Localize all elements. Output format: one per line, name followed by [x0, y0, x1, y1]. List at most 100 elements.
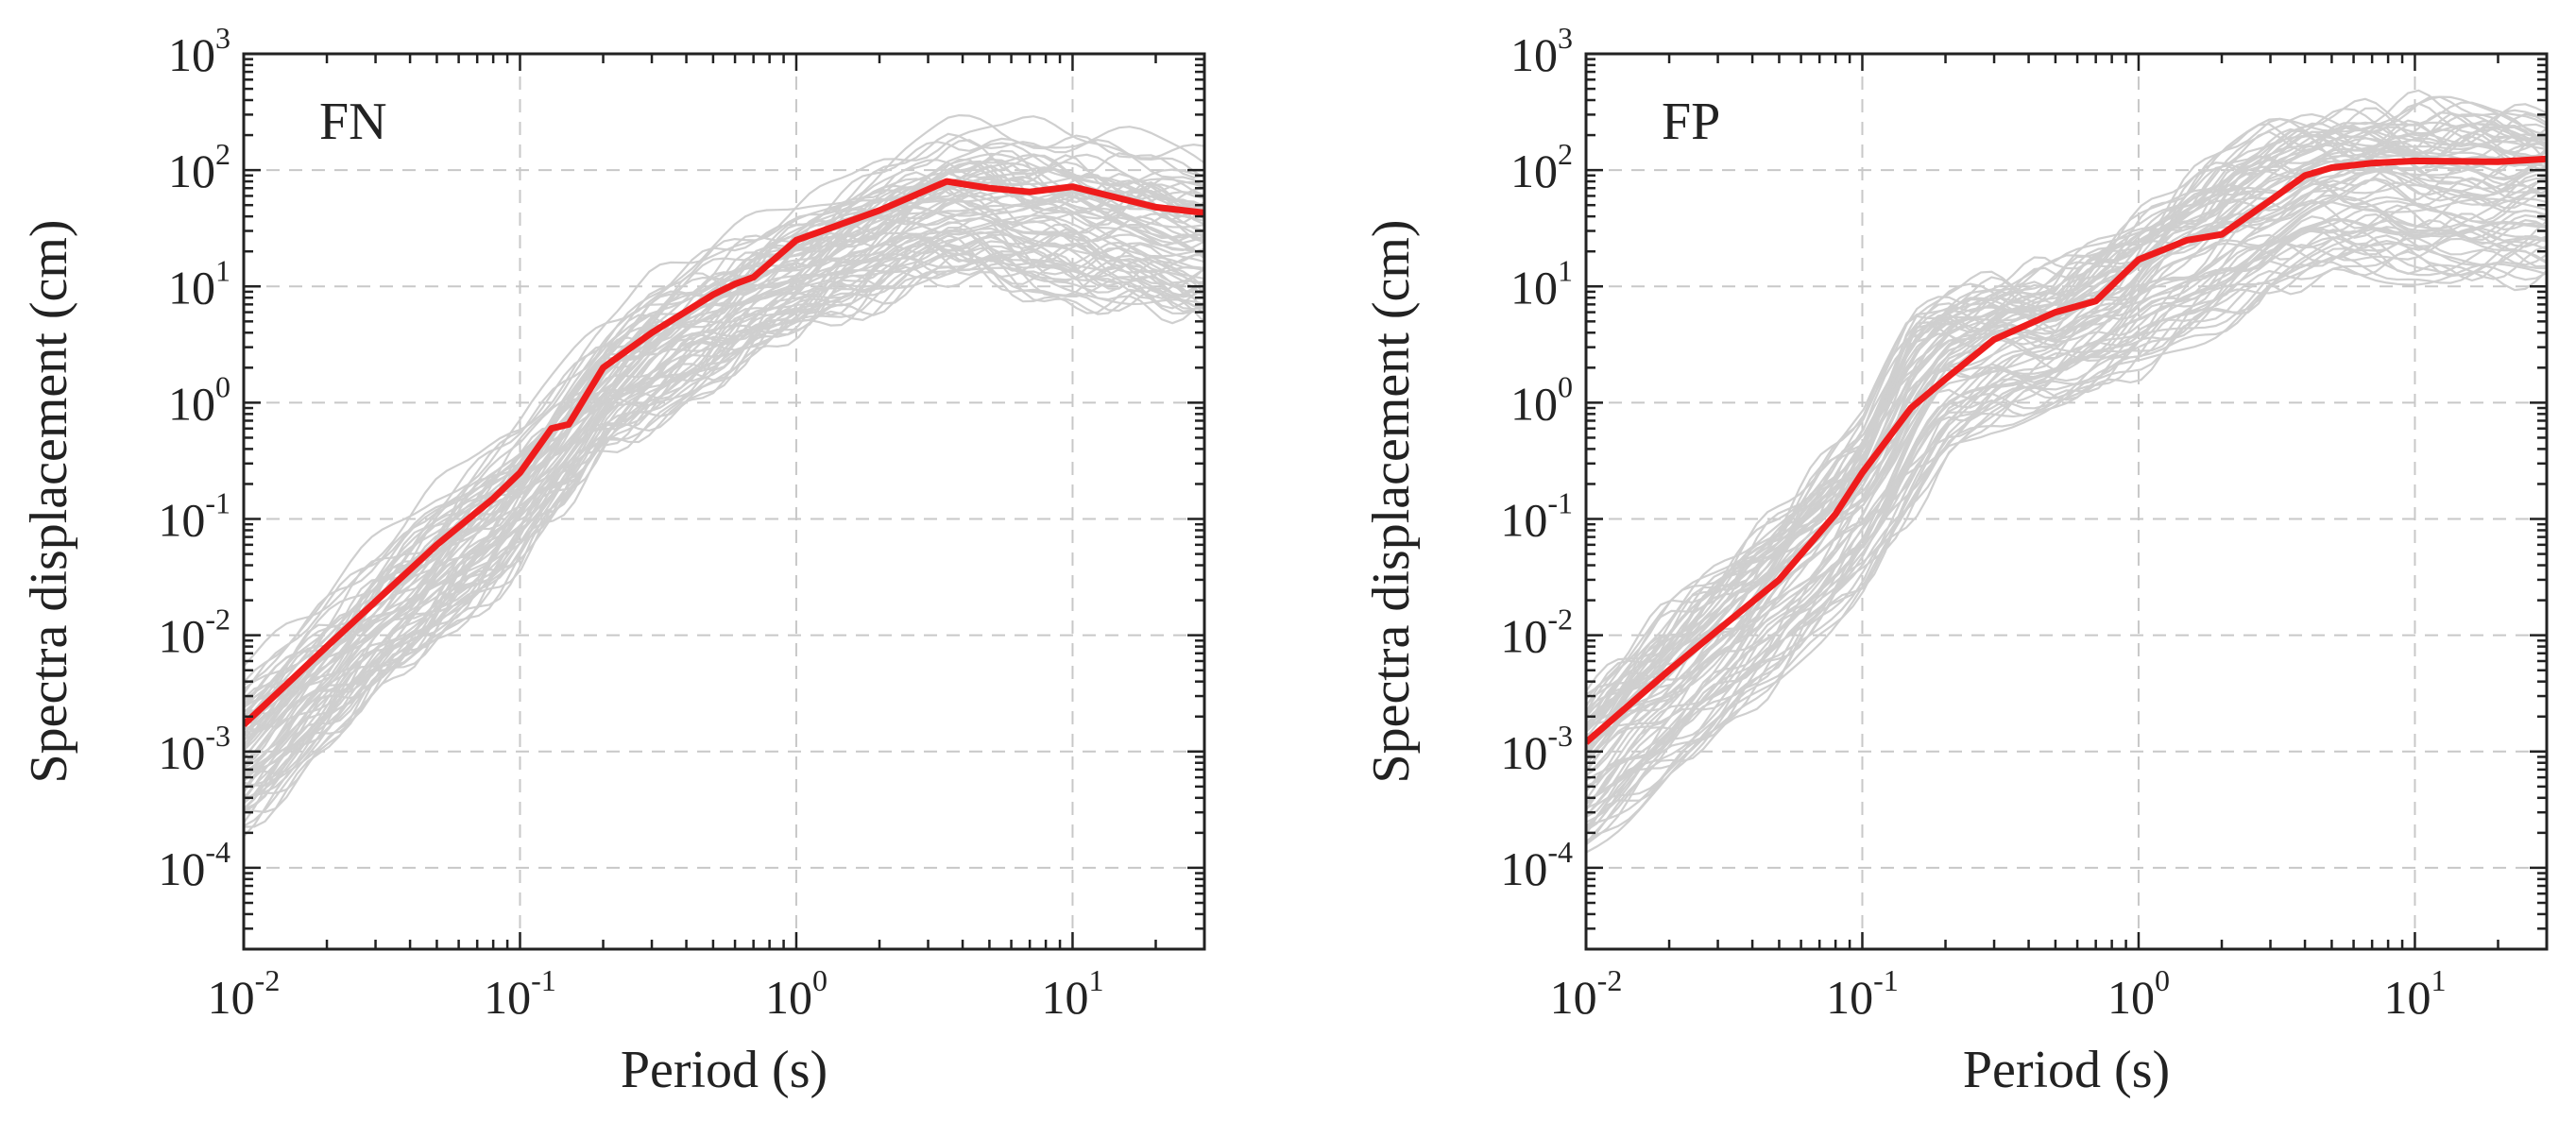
record-curve	[1586, 202, 2547, 811]
mean-curve	[244, 178, 1204, 727]
y-tick-base: 10	[158, 842, 205, 895]
chart-panel-fn: 10-2 10-1 100 10110-410-310-210-11001011021…	[20, 21, 1206, 1099]
record-curve	[244, 242, 1204, 791]
y-tick-exponent: 0	[215, 369, 230, 403]
y-tick-base: 10	[158, 726, 205, 779]
y-tick-exponent: 1	[1558, 253, 1573, 287]
x-tick-base: 10	[765, 971, 812, 1024]
x-tick-exponent: -2	[255, 963, 281, 997]
record-curve	[1586, 260, 2547, 854]
record-curve	[1586, 255, 2547, 842]
record-curve	[1586, 122, 2547, 736]
mean-curve	[1586, 155, 2547, 745]
panel-label: FN	[319, 93, 387, 151]
record-curve	[1586, 111, 2547, 728]
record-curve	[1586, 250, 2547, 846]
y-tick-exponent: -4	[1547, 835, 1573, 869]
record-curve	[244, 164, 1204, 728]
record-curve	[1586, 168, 2547, 757]
x-axis-title: Period (s)	[1963, 1041, 2170, 1099]
y-tick-label: 10-2	[158, 603, 230, 663]
record-curve	[244, 200, 1204, 746]
y-tick-exponent: -1	[1547, 486, 1573, 520]
y-tick-base: 10	[1510, 28, 1558, 81]
record-curve	[244, 139, 1204, 717]
record-curve	[244, 247, 1204, 802]
record-curve	[244, 262, 1204, 828]
record-curve	[1586, 112, 2547, 752]
y-axis-title: Spectra displacement (cm)	[20, 219, 78, 783]
y-tick-label: 102	[168, 137, 230, 197]
y-tick-base: 10	[1500, 842, 1547, 895]
y-tick-exponent: 2	[1558, 137, 1573, 171]
record-curve	[1586, 128, 2547, 718]
x-tick-label: 101	[2383, 963, 2446, 1024]
y-tick-exponent: -2	[205, 603, 230, 637]
y-tick-base: 10	[168, 261, 215, 314]
record-curve	[244, 252, 1204, 802]
record-curve	[244, 115, 1204, 668]
y-tick-label: 10-1	[158, 486, 230, 547]
record-curve	[244, 153, 1204, 705]
record-curve	[244, 236, 1204, 793]
x-tick-base: 10	[1826, 971, 1873, 1024]
x-tick-label: 10-1	[1826, 963, 1899, 1024]
axes-frame	[242, 52, 1206, 951]
ticks	[1584, 52, 2549, 951]
y-tick-label: 102	[1510, 137, 1573, 197]
x-tick-exponent: -1	[1873, 963, 1899, 997]
x-tick-label: 10-1	[484, 963, 556, 1024]
y-tick-base: 10	[1510, 144, 1558, 197]
x-tick-exponent: 1	[2431, 963, 2446, 997]
y-tick-base: 10	[168, 28, 215, 81]
record-curve	[1586, 227, 2547, 824]
record-curve	[244, 264, 1204, 813]
y-tick-exponent: -3	[205, 719, 230, 753]
record-curve	[244, 230, 1204, 790]
record-curve	[244, 149, 1204, 700]
record-curve	[244, 230, 1204, 789]
record-curve	[244, 152, 1204, 702]
y-tick-label: 10-4	[1500, 835, 1573, 895]
y-tick-label: 103	[168, 21, 230, 81]
record-curve	[1586, 158, 2547, 745]
y-tick-base: 10	[1510, 377, 1558, 430]
record-curve	[1586, 194, 2547, 809]
y-tick-label: 10-3	[158, 719, 230, 779]
y-tick-exponent: 2	[215, 137, 230, 171]
y-tick-base: 10	[168, 377, 215, 430]
record-curve	[1586, 236, 2547, 828]
y-tick-exponent: 3	[215, 21, 230, 55]
y-tick-label: 101	[168, 253, 230, 314]
y-tick-label: 101	[1510, 253, 1573, 314]
x-tick-base: 10	[208, 971, 255, 1024]
y-tick-exponent: 0	[1558, 369, 1573, 403]
x-tick-base: 10	[2383, 971, 2431, 1024]
record-curve	[1586, 124, 2547, 711]
x-tick-label: 101	[1041, 963, 1103, 1024]
x-tick-base: 10	[1550, 971, 1597, 1024]
y-tick-base: 10	[1500, 610, 1547, 663]
x-tick-label: 10-2	[208, 963, 281, 1024]
record-curve	[1586, 204, 2547, 806]
x-tick-label: 100	[2107, 963, 2170, 1024]
x-tick-exponent: -1	[531, 963, 556, 997]
y-tick-exponent: -4	[205, 835, 230, 869]
record-curve	[244, 230, 1204, 779]
record-curves	[1586, 89, 2547, 854]
y-tick-label: 10-4	[158, 835, 230, 895]
record-curve	[244, 232, 1204, 778]
x-tick-exponent: 0	[812, 963, 827, 997]
x-axis-title: Period (s)	[621, 1041, 827, 1099]
x-tick-exponent: 1	[1088, 963, 1103, 997]
record-curve	[244, 201, 1204, 752]
y-tick-label: 100	[1510, 369, 1573, 430]
y-tick-label: 10-2	[1500, 603, 1573, 663]
record-curve	[244, 217, 1204, 774]
y-tick-label: 10-1	[1500, 486, 1573, 547]
record-curve	[244, 223, 1204, 777]
gridlines	[1586, 54, 2547, 949]
y-axis-title: Spectra displacement (cm)	[1362, 219, 1421, 783]
y-tick-base: 10	[158, 494, 205, 547]
